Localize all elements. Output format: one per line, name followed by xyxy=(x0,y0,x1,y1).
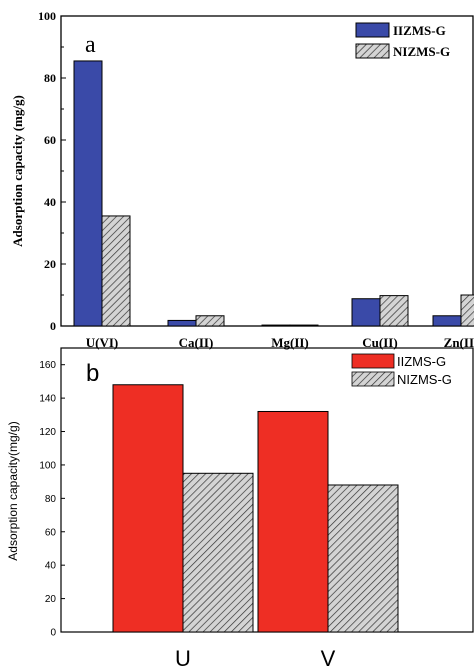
panel-a-bars xyxy=(73,60,474,327)
panel-b-label: b xyxy=(86,360,99,387)
panel-a-bar-iizms-g-u-vi xyxy=(73,60,103,327)
panel-b-y-tick-label: 80 xyxy=(45,494,57,505)
panel-a-chart: 0 20 40 60 80 100 U(VI) Ca(II) Mg(II) Cu(II) Zn(I… xyxy=(10,9,474,350)
panel-b-y-tick-label: 120 xyxy=(39,427,56,438)
panel-b-bar-nizms-g-v xyxy=(327,484,399,633)
panel-a-category-label-cu-ii: Cu(II) xyxy=(362,335,397,350)
panel-b-bars xyxy=(112,384,399,633)
panel-b-y-ticks: 0 20 40 60 80 100 120 140 160 xyxy=(39,360,65,639)
panel-b-bar-iizms-g-v xyxy=(257,410,329,633)
panel-a-bar-iizms-g-ca-ii xyxy=(167,319,197,327)
panel-b-bar-iizms-g-u xyxy=(112,384,184,633)
panel-a-category-labels: U(VI) Ca(II) Mg(II) Cu(II) Zn(II) xyxy=(86,335,474,350)
panel-a-y-tick-label: 60 xyxy=(44,133,56,147)
panel-a-y-tick-label: 40 xyxy=(44,195,56,209)
panel-a-bar-iizms-g-zn-ii xyxy=(432,315,462,327)
panel-a-category-label-u-vi: U(VI) xyxy=(86,335,119,350)
panel-b-category-label-v: V xyxy=(321,646,336,671)
panel-a-y-tick-label: 80 xyxy=(44,71,56,85)
panel-b-y-tick-label: 160 xyxy=(39,360,56,371)
panel-b-category-label-u: U xyxy=(175,646,191,671)
panel-a-category-label-zn-ii: Zn(II) xyxy=(444,335,474,350)
panel-a-y-tick-label: 100 xyxy=(38,9,56,23)
panel-a-y-ticks: 0 20 40 60 80 100 xyxy=(38,9,66,333)
panel-b-y-tick-label: 140 xyxy=(39,394,56,405)
legend-label-iizms-g-b: IIZMS-G xyxy=(397,354,446,369)
panel-a-bar-nizms-g-ca-ii xyxy=(195,315,225,327)
panel-b-y-tick-label: 40 xyxy=(45,561,57,572)
panel-a-category-label-mg-ii: Mg(II) xyxy=(271,335,309,350)
legend-label-iizms-g: IIZMS-G xyxy=(393,23,446,38)
panel-b-bar-nizms-g-u xyxy=(182,472,254,633)
legend-swatch-iizms-g-b xyxy=(351,353,395,369)
panel-a-legend: IIZMS-G NIZMS-G xyxy=(355,22,450,59)
legend-label-nizms-g-b: NIZMS-G xyxy=(397,372,452,387)
legend-swatch-nizms-g xyxy=(355,43,390,59)
panel-a-bar-iizms-g-mg-ii xyxy=(261,324,291,327)
panel-b-y-tick-label: 60 xyxy=(45,527,57,538)
panel-a-bar-nizms-g-zn-ii xyxy=(460,294,474,327)
panel-a-y-axis-label: Adsorption capacity (mg/g) xyxy=(10,95,25,247)
panel-a-bar-nizms-g-mg-ii xyxy=(289,324,319,327)
panel-a-y-tick-label: 20 xyxy=(44,257,56,271)
panel-a-bar-nizms-g-cu-ii xyxy=(379,295,409,327)
panel-b-y-tick-label: 20 xyxy=(45,594,57,605)
panel-a-category-label-ca-ii: Ca(II) xyxy=(179,335,214,350)
panel-b-y-tick-label: 100 xyxy=(39,460,56,471)
legend-swatch-iizms-g xyxy=(355,22,390,38)
panel-b-y-axis-label: Adsorption capacity(mg/g) xyxy=(6,421,20,560)
panel-b-legend: IIZMS-G NIZMS-G xyxy=(351,353,452,387)
panel-b-y-tick-label: 0 xyxy=(50,628,56,639)
legend-label-nizms-g: NIZMS-G xyxy=(393,44,450,59)
panel-a-bar-iizms-g-cu-ii xyxy=(351,298,381,327)
panel-a-bar-nizms-g-u-vi xyxy=(101,215,131,327)
panel-a-label: a xyxy=(85,32,96,58)
panel-a-y-tick-label: 0 xyxy=(50,319,56,333)
legend-swatch-nizms-g-b xyxy=(351,371,395,387)
